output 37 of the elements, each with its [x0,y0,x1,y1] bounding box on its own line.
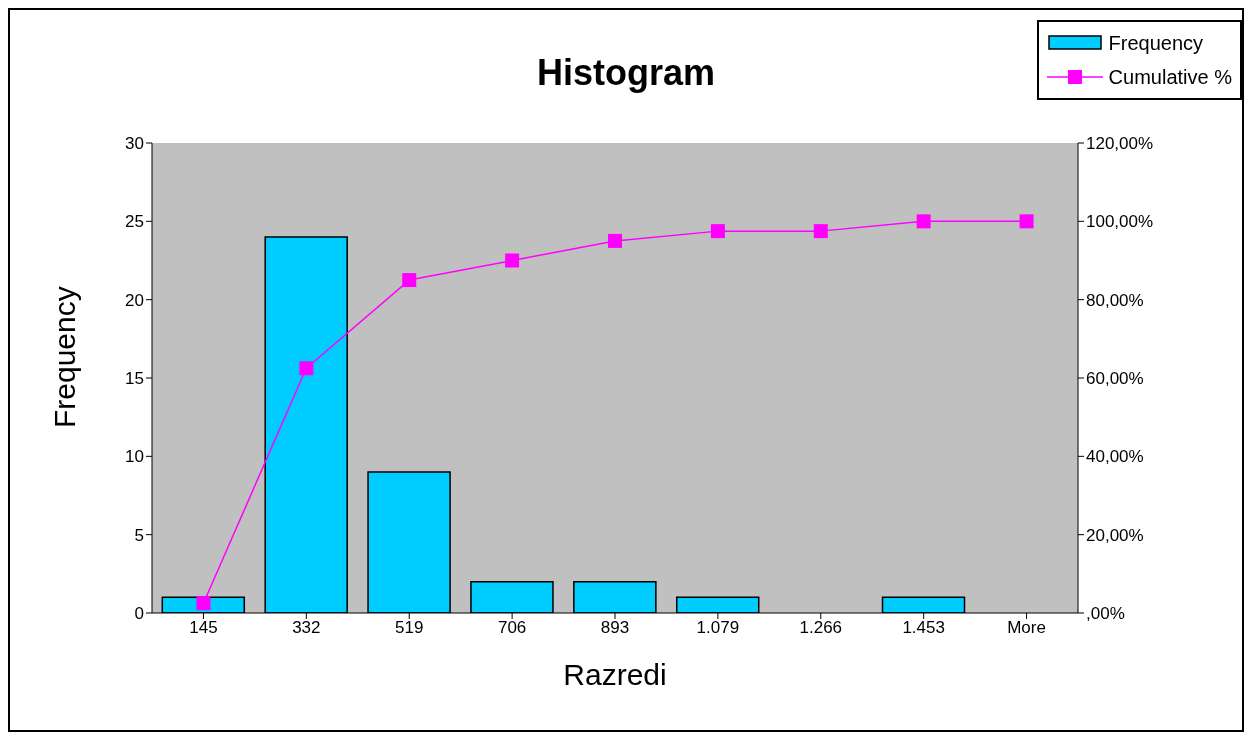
x-tick-label: 1.266 [799,618,843,638]
point [608,233,622,248]
y2-tick-label: 120,00% [1086,134,1154,154]
y-tick-label: 15 [125,369,144,389]
y2-tick-label: 40,00% [1086,447,1144,467]
point [1019,214,1034,229]
x-axis-title: Razredi [563,658,667,691]
y2-tick-label: 80,00% [1086,290,1144,310]
x-tick-label: More [1007,618,1046,638]
y-tick-label: 25 [125,212,144,232]
x-tick-label: 145 [189,618,218,638]
legend-label: Cumulative % [1108,65,1232,90]
point [299,361,314,376]
x-tick-label: 519 [395,618,424,638]
y-tick-label: 30 [125,134,144,154]
y-axis-title: Frequency [47,286,81,428]
point [505,253,520,268]
y2-tick-label: 60,00% [1086,369,1144,389]
x-tick-label: 1.453 [902,618,945,638]
y2-tick-label: 100,00% [1086,212,1154,232]
point [402,273,417,288]
y-tick-label: 5 [134,525,144,545]
legend-label: Frequency [1108,31,1204,56]
y-tick-label: 20 [125,290,144,310]
point [196,596,211,611]
point [710,224,725,239]
x-tick-label: 332 [292,618,321,638]
y-tick-label: 0 [134,604,144,624]
x-tick-label: 706 [497,618,527,638]
y2-tick-label: 20,00% [1086,525,1144,545]
point [813,224,828,239]
x-tick-label: 893 [600,618,630,638]
y-tick-label: 10 [125,447,144,467]
chart-title: Histogram [536,52,716,93]
x-tick-label: 1.079 [696,618,740,638]
point [916,214,931,229]
y2-tick-label: ,00% [1086,604,1125,624]
